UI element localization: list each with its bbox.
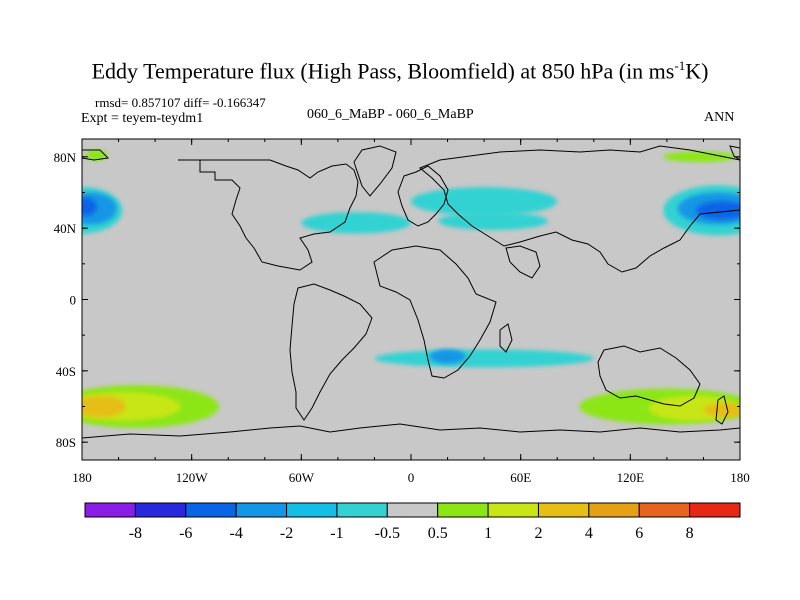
- colorbar-label: -0.5: [375, 525, 400, 542]
- x-tick-label: 120E: [617, 470, 645, 485]
- x-tick-label: 0: [408, 470, 415, 485]
- colorbar-box: [185, 502, 237, 518]
- colorbar-box: [134, 502, 187, 518]
- colorbar-label: 6: [635, 525, 643, 542]
- y-tick-label: 40N: [54, 221, 77, 236]
- colorbar-label: -1: [330, 525, 343, 542]
- region-arctic-east-green: [663, 151, 737, 163]
- region-south-pacific-orange-west: [82, 395, 126, 418]
- y-tick-label: 80N: [54, 150, 77, 165]
- x-axis: 180 120W 60W 0 60E 120E 180: [72, 139, 750, 485]
- coast-chukotka: [729, 145, 740, 161]
- colorbar-box: [537, 502, 590, 518]
- title-prefix: Eddy Temperature flux (High Pass, Bloomf…: [91, 58, 675, 84]
- title-superscript: -1: [674, 58, 686, 73]
- x-tick-label: 180: [72, 470, 92, 485]
- y-tick-label: 0: [70, 293, 77, 308]
- region-north-atlantic: [301, 212, 411, 234]
- y-tick-label: 80S: [56, 435, 76, 450]
- x-tick-label: 60E: [510, 470, 531, 485]
- region-southern-atlantic-core: [429, 349, 466, 364]
- y-tick-label: 40S: [56, 364, 76, 379]
- coast-alaska-west: [82, 149, 110, 161]
- coast-madagascar: [499, 323, 513, 353]
- x-tick-label: 60W: [289, 470, 315, 485]
- region-north-pacific-west-core: [82, 197, 97, 216]
- colorbar-box: [235, 502, 288, 518]
- colorbar: -8 -6 -4 -2 -1 -0.5 0.5 1 2 4 6 8: [84, 502, 741, 542]
- colorbar-label: -2: [280, 525, 293, 542]
- region-south-orange-east: [703, 402, 740, 418]
- coast-north-america: [178, 159, 359, 271]
- coast-asia: [419, 145, 740, 273]
- coast-south-america: [289, 283, 373, 421]
- coast-africa: [373, 245, 497, 379]
- coast-antarctica: [82, 423, 740, 439]
- colorbar-label: 4: [585, 525, 593, 542]
- colorbar-label: -4: [229, 525, 242, 542]
- center-label: 060_6_MaBP - 060_6_MaBP: [307, 107, 474, 122]
- colorbar-label: 8: [686, 525, 694, 542]
- region-north-pacific-east-core: [696, 201, 740, 220]
- period-label: ANN: [704, 110, 735, 125]
- chart-title: Eddy Temperature flux (High Pass, Bloomf…: [0, 58, 800, 84]
- colorbar-label: -6: [179, 525, 192, 542]
- x-tick-label: 120W: [176, 470, 209, 485]
- stats-label: rmsd= 0.857107 diff= -0.166347: [95, 95, 266, 110]
- title-suffix: K): [685, 58, 709, 84]
- colorbar-box: [638, 502, 691, 518]
- colorbar-label: 0.5: [428, 525, 448, 542]
- region-southern-atlantic-cyan: [374, 349, 594, 368]
- colorbar-label: -8: [129, 525, 142, 542]
- colorbar-box: [588, 502, 640, 518]
- colorbar-box: [437, 502, 489, 518]
- colorbar-box: [689, 502, 741, 518]
- colorbar-box: [84, 502, 136, 518]
- region-eurasia-north: [411, 187, 558, 216]
- coast-new-zealand: [715, 395, 729, 425]
- contour-regions: [82, 149, 740, 428]
- coast-greenland: [353, 145, 397, 197]
- coast-india: [505, 245, 541, 279]
- colorbar-box: [286, 502, 338, 518]
- colorbar-box: [336, 502, 388, 518]
- y-axis: 80N 40N 0 40S 80S: [54, 150, 740, 450]
- colorbar-label: 1: [484, 525, 492, 542]
- expt-label: Expt = teyem-teydm1: [81, 111, 204, 126]
- x-tick-label: 180: [730, 470, 750, 485]
- coastlines: [82, 145, 740, 439]
- region-eurasia-south: [438, 212, 549, 230]
- colorbar-box: [386, 502, 439, 518]
- colorbar-label: 2: [534, 525, 542, 542]
- coast-australia: [597, 345, 701, 407]
- colorbar-box: [487, 502, 539, 518]
- coast-europe: [397, 165, 449, 227]
